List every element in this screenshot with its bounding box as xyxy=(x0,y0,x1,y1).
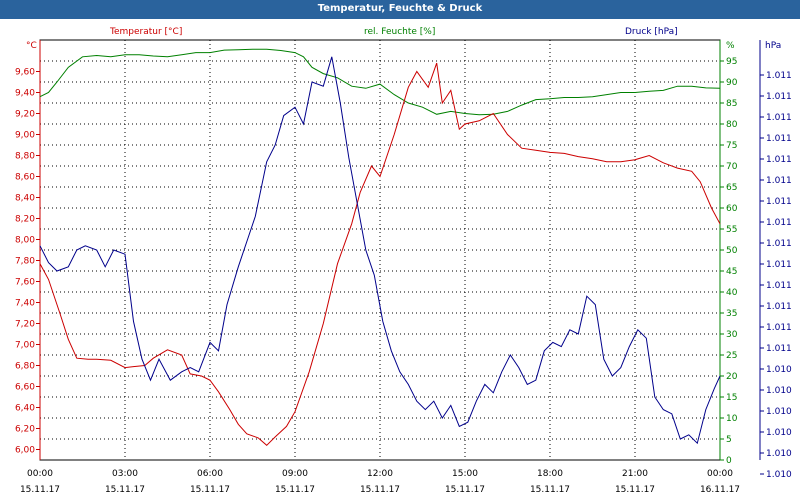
humidity-tick-label: 0 xyxy=(726,456,732,466)
pressure-tick-label: 1.011 xyxy=(766,344,792,354)
humidity-tick-label: 80 xyxy=(726,120,738,130)
temperature-tick-label: 7,40 xyxy=(15,299,35,309)
humidity-tick-label: 95 xyxy=(726,57,737,67)
temperature-tick-label: 6,80 xyxy=(15,362,35,372)
x-tick-time: 21:00 xyxy=(622,469,648,479)
x-tick-date: 15.11.17 xyxy=(445,485,485,495)
pressure-tick-label: 1.010 xyxy=(766,365,792,375)
x-tick-date: 15.11.17 xyxy=(530,485,570,495)
humidity-tick-label: 40 xyxy=(726,288,738,298)
pressure-tick-label: 1.011 xyxy=(766,134,792,144)
temperature-tick-label: 8,00 xyxy=(15,236,35,246)
window-title: Temperatur, Feuchte & Druck xyxy=(0,0,800,19)
x-tick-time: 18:00 xyxy=(537,469,563,479)
pressure-tick-label: 1.011 xyxy=(766,92,792,102)
pressure-series-line xyxy=(39,56,721,445)
temperature-tick-label: 8,80 xyxy=(15,152,35,162)
x-tick-time: 15:00 xyxy=(452,469,478,479)
humidity-tick-label: 70 xyxy=(726,162,738,172)
x-axis-ticks: 00:00 15.11.17 03:00 15.11.17 06:00 15.11.17 0… xyxy=(20,469,740,495)
temperature-axis-ticks: 6,00 6,20 6,40 6,60 6,80 7,00 7,20 7,40 7,60 7,80… xyxy=(15,68,40,456)
pressure-tick-label: 1.011 xyxy=(766,323,792,333)
temperature-unit: °C xyxy=(26,41,37,51)
x-tick-date: 15.11.17 xyxy=(20,485,60,495)
temperature-tick-label: 7,80 xyxy=(15,257,35,267)
humidity-tick-label: 10 xyxy=(726,414,738,424)
humidity-tick-label: 55 xyxy=(726,225,737,235)
humidity-tick-label: 65 xyxy=(726,183,737,193)
grid xyxy=(40,40,720,460)
temperature-tick-label: 6,40 xyxy=(15,404,35,414)
humidity-tick-label: 60 xyxy=(726,204,738,214)
humidity-tick-label: 90 xyxy=(726,78,738,88)
pressure-tick-label: 1.011 xyxy=(766,113,792,123)
humidity-axis-label: rel. Feuchte [%] xyxy=(364,27,435,37)
pressure-tick-label: 1.011 xyxy=(766,176,792,186)
temperature-tick-label: 9,00 xyxy=(15,131,35,141)
pressure-tick-label: 1.010 xyxy=(766,386,792,396)
temperature-tick-label: 8,20 xyxy=(15,215,35,225)
x-tick-time: 00:00 xyxy=(707,469,733,479)
pressure-tick-label: 1.011 xyxy=(766,71,792,81)
pressure-tick-label: 1.010 xyxy=(766,470,792,480)
humidity-tick-label: 45 xyxy=(726,267,737,277)
x-tick-time: 06:00 xyxy=(197,469,223,479)
pressure-tick-label: 1.011 xyxy=(766,302,792,312)
pressure-tick-label: 1.011 xyxy=(766,197,792,207)
pressure-tick-label: 1.011 xyxy=(766,281,792,291)
pressure-tick-label: 1.010 xyxy=(766,449,792,459)
temperature-tick-label: 6,60 xyxy=(15,383,35,393)
pressure-tick-label: 1.011 xyxy=(766,155,792,165)
x-tick-date: 15.11.17 xyxy=(105,485,145,495)
temperature-tick-label: 9,60 xyxy=(15,68,35,78)
temperature-tick-label: 6,00 xyxy=(15,446,35,456)
temperature-tick-label: 8,40 xyxy=(15,194,35,204)
pressure-tick-label: 1.011 xyxy=(766,218,792,228)
humidity-tick-label: 25 xyxy=(726,351,737,361)
temperature-tick-label: 8,60 xyxy=(15,173,35,183)
pressure-tick-label: 1.011 xyxy=(766,239,792,249)
humidity-tick-label: 5 xyxy=(726,435,732,445)
pressure-unit: hPa xyxy=(765,41,781,51)
pressure-axis-label: Druck [hPa] xyxy=(625,27,678,37)
pressure-tick-label: 1.010 xyxy=(766,407,792,417)
humidity-tick-label: 75 xyxy=(726,141,737,151)
temperature-tick-label: 6,20 xyxy=(15,425,35,435)
humidity-axis-ticks: 0 5 10 15 20 25 30 35 40 45 50 55 60 65 70 75 80 85 90 95 xyxy=(720,57,738,466)
x-tick-date: 15.11.17 xyxy=(190,485,230,495)
temperature-tick-label: 9,20 xyxy=(15,110,35,120)
temperature-tick-label: 7,60 xyxy=(15,278,35,288)
x-tick-date: 15.11.17 xyxy=(360,485,400,495)
x-tick-time: 12:00 xyxy=(367,469,393,479)
x-tick-date: 15.11.17 xyxy=(615,485,655,495)
temperature-tick-label: 9,40 xyxy=(15,89,35,99)
x-tick-date: 16.11.17 xyxy=(700,485,740,495)
x-tick-time: 00:00 xyxy=(27,469,53,479)
humidity-tick-label: 20 xyxy=(726,372,738,382)
x-tick-time: 09:00 xyxy=(282,469,308,479)
x-tick-date: 15.11.17 xyxy=(275,485,315,495)
pressure-axis-ticks: 1.010 1.010 1.010 1.010 1.010 1.010 1.011 1.011… xyxy=(760,71,792,480)
temperature-axis-label: Temperatur [°C] xyxy=(109,27,182,37)
humidity-tick-label: 15 xyxy=(726,393,737,403)
humidity-tick-label: 35 xyxy=(726,309,737,319)
temperature-tick-label: 7,00 xyxy=(15,341,35,351)
pressure-tick-label: 1.010 xyxy=(766,428,792,438)
humidity-tick-label: 85 xyxy=(726,99,737,109)
pressure-tick-label: 1.011 xyxy=(766,260,792,270)
humidity-tick-label: 50 xyxy=(726,246,738,256)
humidity-series-line xyxy=(39,48,721,116)
x-tick-time: 03:00 xyxy=(112,469,138,479)
humidity-unit: % xyxy=(726,41,735,51)
humidity-tick-label: 30 xyxy=(726,330,738,340)
temperature-tick-label: 7,20 xyxy=(15,320,35,330)
